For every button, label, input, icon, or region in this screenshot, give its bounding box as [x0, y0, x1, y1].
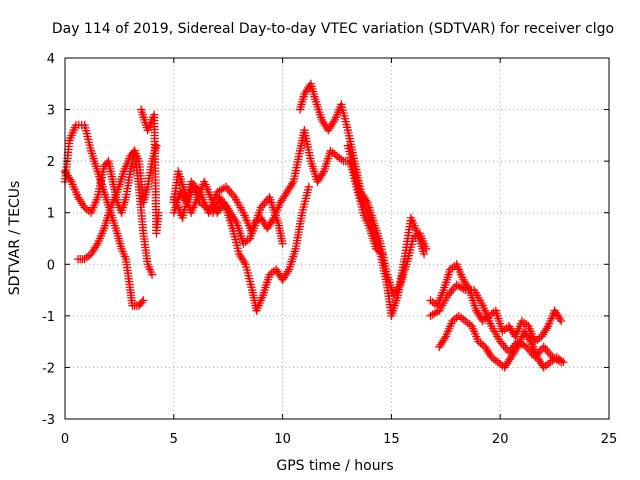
series-track-d [137, 105, 163, 238]
x-tick-label: 25 [601, 432, 618, 447]
x-tick-label: 20 [492, 432, 509, 447]
y-axis-ticks: -3 -2 -1 0 1 2 3 4 [42, 52, 609, 428]
plot-frame [64, 57, 610, 420]
x-tick-label: 15 [383, 432, 400, 447]
x-axis-ticks: 0 5 10 15 20 25 [61, 58, 617, 447]
series-track-f [169, 182, 313, 315]
series-track-l [435, 311, 568, 372]
y-tick-label: 1 [47, 207, 55, 222]
y-tick-label: -1 [42, 310, 55, 325]
y-axis-label: SDTVAR / TECUs [7, 181, 23, 296]
data-point [304, 182, 313, 192]
series-track-g [169, 177, 287, 248]
x-tick-label: 5 [170, 432, 178, 447]
y-tick-label: -3 [42, 413, 55, 428]
data-point [278, 239, 287, 248]
series-track-i [343, 141, 429, 321]
data-point [419, 249, 429, 259]
data-point [152, 141, 161, 150]
data-points [60, 79, 568, 372]
x-axis-label: GPS time / hours [276, 458, 393, 474]
data-point [559, 358, 568, 367]
y-tick-label: 2 [47, 155, 55, 170]
data-point [139, 296, 148, 305]
data-point [556, 316, 566, 326]
x-tick-label: 10 [274, 432, 291, 447]
series-track-c [73, 146, 157, 279]
data-point [154, 208, 163, 217]
y-tick-label: 0 [47, 258, 55, 273]
y-tick-label: -2 [42, 361, 55, 376]
series-track-j [426, 260, 566, 346]
data-point [147, 270, 157, 279]
series-track-h [295, 79, 431, 300]
x-tick-label: 0 [61, 432, 69, 447]
y-tick-label: 3 [47, 104, 55, 119]
chart-title: Day 114 of 2019, Sidereal Day-to-day VTE… [52, 21, 614, 37]
y-tick-label: 4 [47, 52, 55, 67]
